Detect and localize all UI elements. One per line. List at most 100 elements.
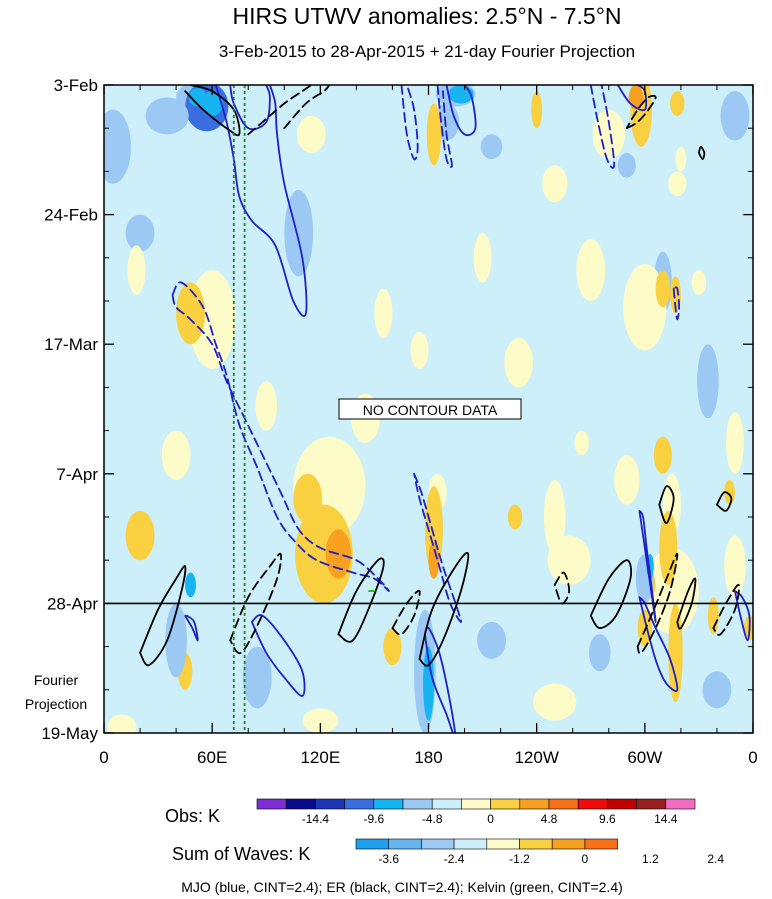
er-contour-14: [636, 553, 679, 655]
er-contour-7: [139, 565, 187, 667]
obs-colorbar-cell-10: [548, 798, 579, 810]
obs-colorbar-cell-12: [607, 798, 637, 810]
waves-colorbar-cell-4: [486, 838, 520, 850]
anomaly-blob-41: [295, 504, 353, 604]
y-tick-label-4: 28-Apr: [47, 594, 98, 613]
anomaly-blob-24: [473, 233, 492, 283]
anomaly-blob-42: [293, 473, 323, 524]
x-tick-label-3: 180: [414, 748, 442, 767]
obs-colorbar-cell-2: [315, 798, 345, 810]
obs-colorbar-tick-label-1: -9.6: [363, 812, 384, 826]
anomaly-blob-78: [302, 708, 339, 733]
anomaly-blob-39: [724, 535, 746, 598]
waves-colorbar-label: Sum of Waves: K: [172, 844, 310, 864]
er-contour-6: [716, 491, 733, 512]
plot-area: [104, 85, 753, 733]
anomaly-blob-23: [374, 288, 393, 339]
anomaly-blob-25: [504, 338, 534, 388]
anomaly-blob-77: [702, 671, 732, 709]
obs-colorbar-cell-9: [519, 798, 550, 810]
er-contour-16: [712, 583, 740, 636]
anomaly-blob-64: [707, 597, 719, 635]
anomaly-blob-14: [697, 344, 719, 419]
anomaly-blob-66: [383, 628, 402, 666]
mjo-contour-7: [672, 286, 680, 321]
anomaly-blob-46: [428, 541, 440, 579]
x-tick-label-5: 60W: [627, 748, 662, 767]
anomaly-blob-40: [410, 331, 429, 369]
no-contour-data-label: NO CONTOUR DATA: [363, 402, 498, 418]
y-tick-label-3: 7-Apr: [56, 465, 98, 484]
mjo-contour-15: [734, 590, 751, 642]
chart-subtitle: 3-Feb-2015 to 28-Apr-2015 + 21-day Fouri…: [219, 42, 635, 61]
anomaly-blob-3: [188, 88, 207, 107]
mjo-contour-5: [436, 85, 453, 168]
er-contour-1: [247, 85, 313, 136]
obs-colorbar-tick-label-2: -4.8: [422, 812, 443, 826]
obs-colorbar-cell-3: [344, 798, 375, 810]
anomaly-blob-18: [592, 109, 626, 160]
obs-colorbar-tick-label-0: -14.4: [302, 812, 330, 826]
anomaly-blob-37: [547, 535, 591, 585]
y-tick-label-1: 24-Feb: [44, 206, 98, 225]
anomaly-blob-80: [107, 714, 137, 733]
mjo-contour-4: [400, 85, 419, 161]
obs-colorbar-cell-0: [256, 798, 287, 810]
mjo-contour-9: [413, 472, 462, 623]
er-contour-13: [589, 559, 633, 629]
x-tick-label-6: 0: [748, 748, 757, 767]
anomaly-blob-19: [668, 171, 687, 197]
obs-colorbar-cell-11: [577, 798, 608, 810]
anomaly-blob-59: [675, 146, 687, 172]
no-contour-data-box: NO CONTOUR DATA: [338, 398, 522, 420]
anomaly-blob-12: [617, 152, 636, 178]
anomaly-blob-33: [255, 381, 278, 431]
anomaly-blob-30: [725, 412, 744, 474]
er-contour-8: [229, 552, 283, 655]
waves-colorbar-cell-1: [388, 838, 422, 850]
mjo-contour-8: [171, 281, 390, 592]
waves-colorbar-tick-label-3: 0: [582, 852, 589, 866]
waves-colorbar: -3.6-2.4-1.201.22.43.6: [355, 838, 724, 866]
anomaly-blob-44: [125, 510, 155, 561]
anomaly-blob-69: [165, 603, 187, 678]
anomaly-blob-70: [242, 646, 272, 709]
anomaly-blob-6: [104, 109, 132, 184]
y-tick-label-5: 19-May: [41, 724, 98, 743]
anomaly-blob-54: [628, 85, 644, 110]
mjo-contour-3: [616, 85, 648, 112]
anomaly-blob-76: [588, 634, 611, 672]
mjo-contour-11: [184, 614, 199, 642]
obs-colorbar-cell-14: [665, 798, 696, 810]
obs-colorbar-tick-label-4: 4.8: [541, 812, 558, 826]
obs-colorbar-cell-8: [490, 798, 521, 810]
waves-colorbar-tick-label-5: 2.4: [707, 852, 724, 866]
anomaly-blob-36: [543, 479, 566, 555]
er-contour-12: [553, 571, 571, 605]
mjo-contour-6: [589, 85, 616, 169]
axis-ticks: [103, 84, 754, 734]
er-contour-2: [283, 85, 331, 130]
waves-colorbar-tick-label-2: -1.2: [509, 852, 530, 866]
anomaly-blob-38: [644, 547, 699, 635]
er-contour-5: [658, 485, 675, 525]
anomaly-blob-47: [507, 504, 523, 530]
obs-colorbar-tick-label-6: 14.4: [654, 812, 678, 826]
obs-colorbar-cell-13: [636, 798, 667, 810]
anomaly-blob-21: [176, 282, 205, 345]
obs-colorbar-tick-label-3: 0: [487, 812, 494, 826]
waves-colorbar-tick-label-0: -3.6: [378, 852, 399, 866]
y-tick-label-0: 3-Feb: [54, 76, 98, 95]
obs-colorbar-tick-label-5: 9.6: [599, 812, 616, 826]
obs-colorbar-label: Obs: K: [165, 806, 220, 826]
anomaly-blob-22: [127, 245, 146, 295]
x-tick-label-4: 120W: [514, 748, 558, 767]
anomaly-field: [104, 85, 753, 733]
obs-colorbar-cell-5: [402, 798, 433, 810]
anomaly-blob-11: [720, 91, 750, 141]
projection-label-line1: Fourier: [34, 672, 79, 688]
obs-colorbar: -14.4 -9.6 -4.8 0 4.8 9.6 14.4: [256, 798, 696, 826]
anomaly-blob-50: [659, 510, 678, 585]
mjo-contour-12: [250, 614, 306, 697]
obs-colorbar-cell-7: [461, 798, 491, 810]
